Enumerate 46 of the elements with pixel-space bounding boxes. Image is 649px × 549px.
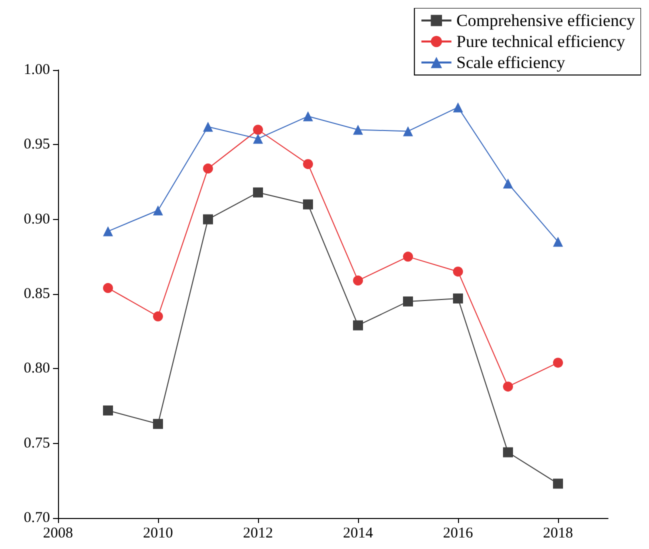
y-tick-label: 1.00 <box>24 62 50 78</box>
x-tick-label: 2012 <box>243 526 273 542</box>
point <box>153 205 163 216</box>
point <box>253 134 263 144</box>
x-tick-label: 2016 <box>443 526 474 542</box>
y-tick-label: 0.80 <box>24 360 50 377</box>
point <box>453 266 463 277</box>
point <box>553 236 563 247</box>
point <box>503 447 513 458</box>
point <box>203 122 213 132</box>
point <box>103 226 113 236</box>
point <box>253 124 263 135</box>
point <box>203 214 213 224</box>
point <box>303 111 313 122</box>
point <box>253 187 263 198</box>
y-tick-label: 0.90 <box>24 211 50 228</box>
point <box>103 405 113 416</box>
point <box>153 418 163 429</box>
y-tick-label: 0.75 <box>24 435 50 452</box>
y-tick-label: 0.95 <box>24 136 50 153</box>
point <box>353 276 363 286</box>
point <box>203 164 213 174</box>
point <box>453 293 463 304</box>
point <box>553 358 563 368</box>
point <box>353 320 363 330</box>
point <box>453 102 463 112</box>
legend-label: Comprehensive efficiency <box>456 11 636 30</box>
x-tick-label: 2014 <box>343 526 374 542</box>
point <box>303 199 313 210</box>
point <box>503 382 513 392</box>
legend-label: Scale efficiency <box>456 53 566 72</box>
point <box>153 311 163 322</box>
point <box>553 478 563 489</box>
y-tick-label: 0.70 <box>24 510 50 526</box>
point <box>303 159 313 170</box>
x-tick-label: 2010 <box>143 526 173 542</box>
point <box>503 178 513 188</box>
y-tick-label: 0.85 <box>24 286 50 302</box>
point <box>353 124 363 135</box>
point <box>103 283 113 294</box>
point <box>403 126 413 136</box>
legend-label: Pure technical efficiency <box>456 32 626 51</box>
x-tick-label: 2018 <box>543 526 573 542</box>
point <box>403 252 413 262</box>
point <box>403 296 413 306</box>
x-tick-label: 2008 <box>43 526 73 542</box>
